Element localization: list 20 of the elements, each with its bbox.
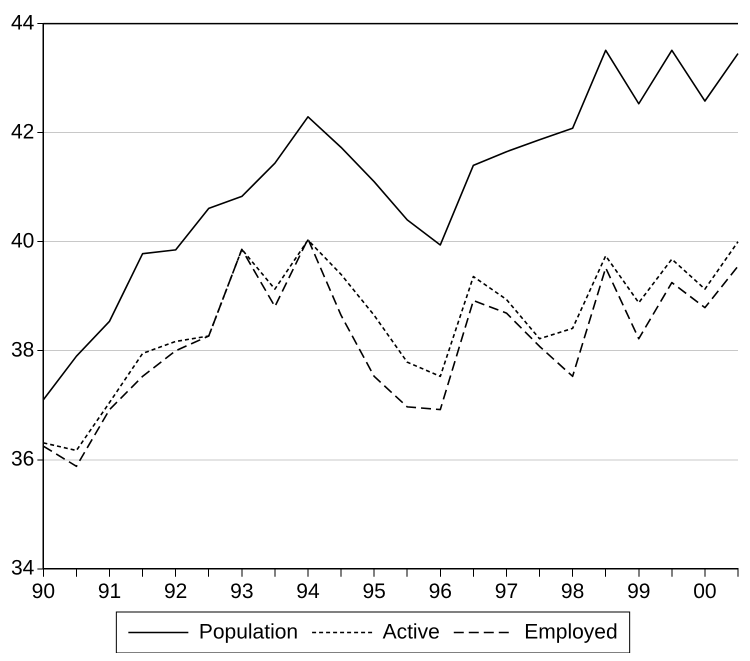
x-tick-label: 95	[362, 580, 386, 604]
x-tick-label: 94	[296, 580, 320, 604]
x-tick-label: 99	[627, 580, 650, 604]
x-tick-label: 93	[230, 580, 254, 604]
x-tick-label: 97	[494, 580, 518, 604]
y-tick-label: 34	[11, 556, 35, 580]
y-tick-label: 42	[11, 120, 34, 144]
x-tick-label: 00	[693, 580, 717, 604]
y-tick-label: 44	[11, 11, 35, 34]
x-tick-label: 96	[428, 580, 452, 604]
y-tick-label: 36	[11, 448, 34, 471]
legend-label: Active	[382, 620, 440, 644]
legend-label: Employed	[524, 620, 618, 644]
x-tick-label: 98	[560, 580, 584, 604]
y-tick-label: 40	[11, 229, 34, 252]
legend-label: Population	[198, 620, 298, 644]
x-tick-label: 91	[98, 580, 122, 604]
y-tick-label: 38	[11, 338, 34, 362]
x-tick-label: 92	[164, 580, 188, 604]
x-tick-label: 90	[32, 580, 56, 604]
